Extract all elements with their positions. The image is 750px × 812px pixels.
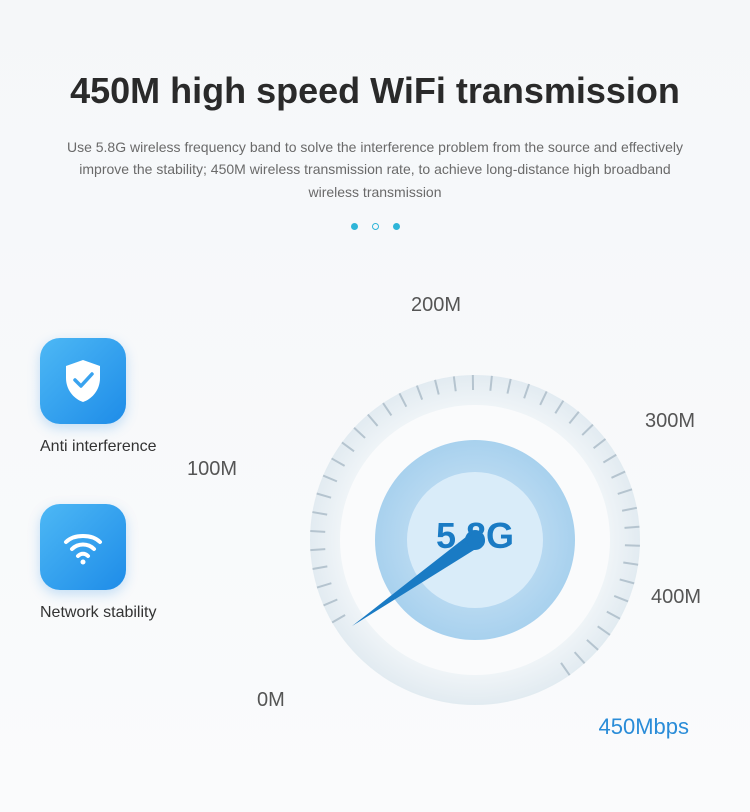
feature-network-stability: Network stability [40, 504, 157, 622]
gauge-tick-200m: 200M [411, 294, 461, 317]
gauge-tick-300m: 300M [645, 410, 695, 433]
gauge-tick-400m: 400M [651, 586, 701, 609]
feature-label: Network stability [40, 604, 157, 622]
page-description: Use 5.8G wireless frequency band to solv… [55, 136, 695, 203]
dot-icon [393, 223, 400, 230]
feature-label: Anti interference [40, 438, 157, 456]
header-block: 450M high speed WiFi transmission Use 5.… [0, 0, 750, 230]
features-column: Anti interference Network stability [40, 338, 157, 670]
dot-separator [0, 223, 750, 230]
gauge-center-label: 5.8G [436, 515, 514, 557]
shield-check-icon [40, 338, 126, 424]
dot-icon [351, 223, 358, 230]
gauge-tick-100m: 100M [187, 458, 237, 481]
gauge-tick-0m: 0M [257, 689, 285, 712]
feature-anti-interference: Anti interference [40, 338, 157, 456]
gauge-tick-450mbps: 450Mbps [598, 714, 689, 740]
dot-ring-icon [372, 223, 379, 230]
wifi-icon [40, 504, 126, 590]
page-title: 450M high speed WiFi transmission [0, 70, 750, 112]
speed-gauge: 5.8G 0M 100M 200M 300M 400M 450Mbps [265, 330, 685, 750]
